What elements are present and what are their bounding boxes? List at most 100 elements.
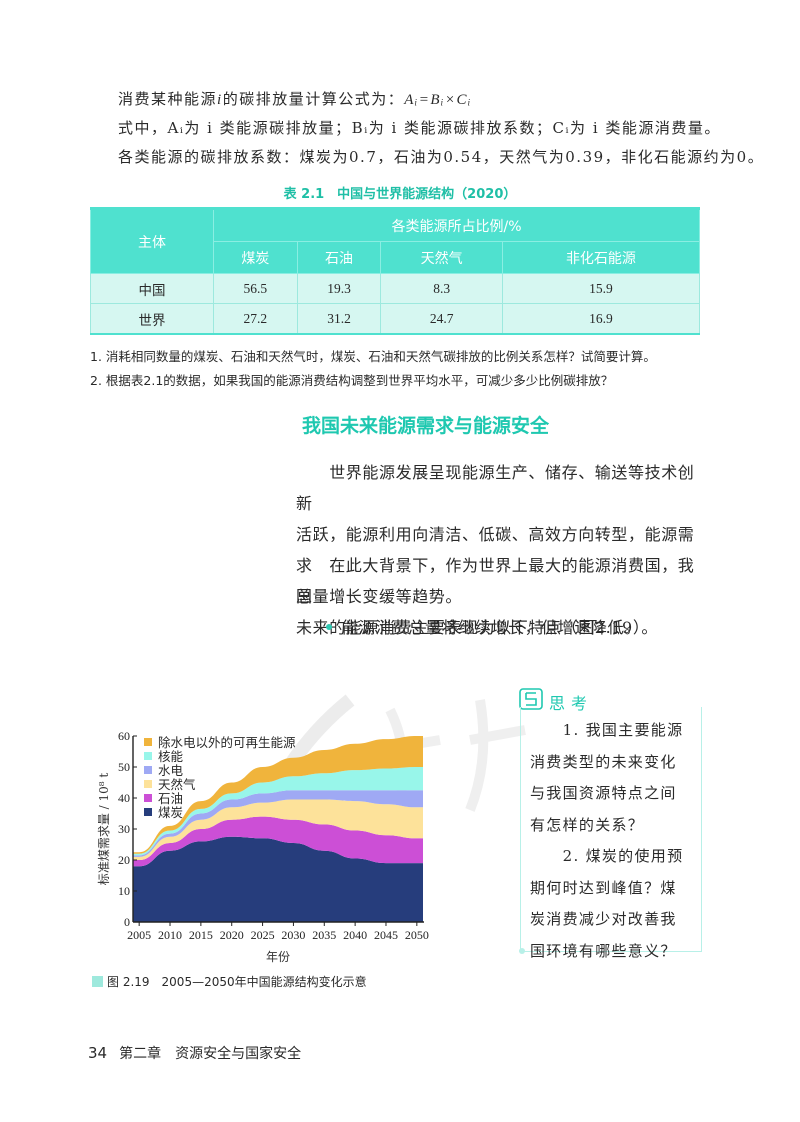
bullet-icon	[326, 624, 332, 630]
text-line: 消费类型的未来变化	[530, 752, 677, 771]
text-line: 国环境有哪些意义？	[530, 941, 677, 960]
text-line: 炭消费减少对改善我	[530, 910, 677, 928]
table-cell: 15.9	[501, 273, 701, 304]
header-subject: 主体	[90, 208, 214, 274]
table-row: 世界 27.2 31.2 24.7 16.9	[90, 303, 701, 335]
y-tick-label: 30	[118, 822, 130, 836]
legend-gas: 天然气	[144, 774, 196, 793]
legend-label: 核能	[158, 749, 184, 764]
y-tick-label: 60	[118, 729, 130, 743]
column-header: 非化石能源	[501, 241, 701, 274]
x-tick-label: 2005	[127, 928, 151, 942]
text-line: 与我国资源特点之间	[530, 784, 677, 802]
area-水电	[133, 790, 423, 857]
table-cell: 8.3	[380, 273, 503, 304]
area-石油	[133, 816, 423, 867]
x-tick-label: 2045	[374, 928, 398, 942]
think-icon	[519, 688, 543, 710]
x-tick-label: 2025	[251, 928, 275, 942]
column-header: 煤炭	[213, 241, 298, 274]
x-tick-label: 2015	[189, 928, 213, 942]
y-tick-label: 10	[118, 884, 130, 898]
area-煤炭	[133, 836, 423, 922]
legend-hydro: 水电	[144, 760, 183, 779]
table-cell: 16.9	[501, 303, 701, 335]
legend-swatch-icon	[144, 752, 152, 760]
x-axis-label: 年份	[266, 950, 290, 964]
formula-line-2: 式中，Aᵢ为 i 类能源碳排放量；Bᵢ为 i 类能源碳排放系数；Cᵢ为 i 类能…	[118, 119, 721, 137]
formula-var: i	[217, 92, 223, 108]
legend-oil: 石油	[144, 788, 183, 807]
area-除水电以外的可再生能源	[133, 736, 423, 854]
row-label: 世界	[90, 303, 214, 335]
text-line: 总量增长变缓等趋势。	[296, 587, 463, 606]
row-label: 中国	[90, 273, 214, 304]
legend-coal: 煤炭	[144, 802, 183, 821]
bullet-item: 能源消费总量将继续增长，但增速降低。	[296, 612, 704, 643]
text-line: 期何时达到峰值？煤	[530, 878, 677, 897]
x-tick-label: 2010	[158, 928, 182, 942]
legend-label: 水电	[158, 763, 184, 778]
x-tick-label: 2020	[220, 928, 244, 942]
legend-swatch-icon	[144, 766, 152, 774]
legend-label: 煤炭	[158, 805, 184, 820]
text-line: 在此大背景下，作为世界上最大的能源消费国，我国	[296, 556, 695, 606]
text-line: 1. 我国主要能源	[530, 721, 684, 739]
x-tick-label: 2035	[312, 928, 336, 942]
y-tick-label: 0	[124, 915, 130, 929]
page-footer: 34 第二章 资源安全与国家安全	[88, 1043, 301, 1063]
think-box	[520, 707, 702, 952]
legend-swatch-icon	[144, 794, 152, 802]
y-tick-label: 50	[118, 760, 130, 774]
formula-expression: Aᵢ=Bᵢ×Cᵢ	[404, 92, 472, 108]
formula-line-3: 各类能源的碳排放系数：煤炭为0.7，石油为0.54，天然气为0.39，非化石能源…	[118, 148, 765, 166]
table-cell: 31.2	[296, 303, 382, 335]
x-tick-label: 2040	[343, 928, 367, 942]
section-title: 我国未来能源需求与能源安全	[302, 415, 550, 437]
think-title: 思考	[549, 694, 594, 713]
text-line: 世界能源发展呈现能源生产、储存、输送等技术创新	[296, 463, 695, 513]
question-2: 2. 根据表2.1的数据，如果我国的能源消费结构调整到世界平均水平，可减少多少比…	[90, 373, 614, 388]
legend-label: 石油	[158, 791, 184, 806]
table-title: 表 2.1 中国与世界能源结构（2020）	[283, 187, 517, 202]
legend-label: 除水电以外的可再生能源	[158, 735, 296, 750]
column-header: 石油	[296, 241, 382, 274]
x-tick-label: 2050	[405, 928, 429, 942]
text-line: 未来的能源消费主要表现为以下特点（图2.19）。	[296, 618, 659, 637]
x-tick-label: 2030	[281, 928, 305, 942]
legend-swatch-icon	[144, 738, 152, 746]
chapter-title: 第二章 资源安全与国家安全	[119, 1046, 302, 1062]
legend-swatch-icon	[144, 780, 152, 788]
formula-text: 的碳排放量计算公式为：	[222, 90, 405, 108]
y-tick-label: 40	[118, 791, 130, 805]
header-group: 各类能源所占比例/%	[213, 208, 700, 242]
legend-nuclear: 核能	[144, 746, 183, 765]
think-box-dot-icon	[519, 948, 525, 954]
table-cell: 19.3	[296, 273, 382, 304]
area-核能	[133, 767, 423, 856]
y-tick-label: 20	[118, 853, 130, 867]
legend-renewable: 除水电以外的可再生能源	[144, 732, 296, 751]
think-questions: 1. 我国主要能源 消费类型的未来变化 与我国资源特点之间 有怎样的关系？ 2.…	[530, 715, 698, 967]
formula-text: 消费某种能源	[118, 90, 218, 108]
bullet-text: 能源消费总量将继续增长，但增速降低。	[342, 618, 641, 637]
page-number: 34	[88, 1044, 108, 1062]
text-line: 2. 煤炭的使用预	[530, 847, 684, 865]
paragraph-2: 在此大背景下，作为世界上最大的能源消费国，我国 未来的能源消费主要表现为以下特点…	[296, 550, 704, 643]
caption-text: 图 2.19 2005—2050年中国能源结构变化示意	[107, 975, 367, 989]
text-line: 有怎样的关系？	[530, 815, 645, 834]
column-header: 天然气	[380, 241, 503, 274]
table-cell: 27.2	[213, 303, 298, 335]
legend-label: 天然气	[158, 777, 196, 792]
y-axis-label: 标准煤需求量 / 10⁸ t	[97, 773, 111, 886]
table-cell: 24.7	[380, 303, 503, 335]
table-cell: 56.5	[213, 273, 298, 304]
formula-line-1: 消费某种能源i的碳排放量计算公式为：Aᵢ=Bᵢ×Cᵢ	[118, 88, 472, 109]
energy-structure-table: 主体 各类能源所占比例/% 煤炭 石油 天然气 非化石能源 中国 56.5 19…	[90, 207, 701, 335]
figure-caption: 图 2.19 2005—2050年中国能源结构变化示意	[92, 973, 367, 990]
area-天然气	[133, 799, 423, 860]
question-1: 1. 消耗相同数量的煤炭、石油和天然气时，煤炭、石油和天然气碳排放的比例关系怎样…	[90, 349, 656, 364]
legend-swatch-icon	[144, 808, 152, 816]
paragraph-1: 世界能源发展呈现能源生产、储存、输送等技术创新 活跃，能源利用向清洁、低碳、高效…	[296, 457, 704, 612]
